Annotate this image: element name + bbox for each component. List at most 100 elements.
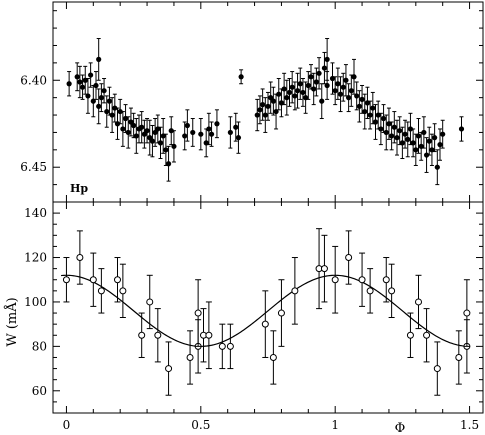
hp-marker bbox=[214, 121, 220, 127]
hp-point bbox=[300, 78, 306, 107]
hp-point bbox=[165, 145, 172, 182]
w-marker bbox=[331, 276, 339, 284]
hp-marker bbox=[389, 133, 395, 139]
hp-point bbox=[171, 130, 177, 163]
w-point bbox=[165, 341, 173, 396]
w-point bbox=[97, 268, 105, 314]
w-marker bbox=[186, 353, 194, 361]
hp-point bbox=[284, 79, 290, 116]
hp-point bbox=[77, 65, 83, 99]
hp-marker bbox=[104, 108, 110, 115]
w-point bbox=[76, 230, 84, 285]
hp-point bbox=[413, 133, 419, 166]
hp-point bbox=[380, 104, 387, 133]
hp-marker bbox=[98, 95, 104, 101]
hp-point bbox=[265, 91, 271, 121]
hp-point bbox=[88, 62, 94, 88]
hp-marker bbox=[340, 84, 346, 90]
hp-point bbox=[139, 111, 145, 144]
w-point bbox=[114, 257, 121, 303]
hp-marker bbox=[311, 86, 317, 92]
w-point bbox=[433, 341, 441, 396]
hp-marker bbox=[423, 152, 430, 158]
hp-marker bbox=[399, 140, 405, 146]
hp-point bbox=[458, 116, 465, 142]
hp-point bbox=[203, 128, 209, 158]
w-marker bbox=[291, 287, 299, 295]
hp-point bbox=[114, 107, 121, 140]
hp-marker bbox=[437, 142, 443, 148]
hp-marker bbox=[362, 108, 368, 115]
w-point bbox=[463, 279, 471, 347]
hp-marker bbox=[370, 105, 376, 111]
hp-point bbox=[120, 111, 126, 147]
hp-point bbox=[270, 86, 276, 116]
w-point bbox=[226, 323, 234, 370]
hp-point bbox=[262, 97, 268, 133]
hp-point bbox=[96, 38, 102, 81]
w-marker bbox=[433, 365, 441, 373]
w-marker bbox=[205, 331, 213, 339]
hp-marker bbox=[440, 131, 446, 137]
hp-marker bbox=[149, 138, 156, 144]
hp-point bbox=[391, 111, 397, 144]
hp-point bbox=[337, 76, 344, 113]
bottom-panel: 0 0.5 1 1.5 60 80 100 120 140 Φ W (mÅ) bbox=[4, 201, 484, 435]
hp-point bbox=[125, 116, 131, 149]
hp-marker bbox=[415, 133, 422, 139]
w-point bbox=[291, 257, 299, 325]
hp-marker bbox=[308, 74, 314, 80]
hp-marker bbox=[405, 136, 411, 142]
w-marker bbox=[114, 276, 121, 284]
hp-point bbox=[233, 112, 239, 142]
hp-point bbox=[375, 100, 381, 130]
x-tick-label: 0.5 bbox=[191, 418, 210, 432]
hp-marker bbox=[297, 81, 303, 87]
hp-point bbox=[383, 114, 389, 151]
x-tick-label: 0 bbox=[63, 418, 71, 432]
hp-marker bbox=[144, 128, 150, 134]
hp-marker bbox=[292, 93, 298, 99]
hp-point bbox=[386, 107, 392, 140]
hp-point bbox=[297, 67, 303, 100]
hp-point bbox=[235, 121, 242, 154]
hp-point bbox=[260, 88, 266, 121]
hp-marker bbox=[332, 88, 338, 94]
w-marker bbox=[277, 309, 285, 317]
top-panel-points bbox=[66, 38, 465, 186]
hp-point bbox=[389, 121, 395, 151]
hp-marker bbox=[262, 112, 268, 118]
hp-point bbox=[286, 78, 293, 107]
w-marker bbox=[320, 265, 328, 273]
hp-marker bbox=[316, 70, 322, 76]
hp-point bbox=[184, 109, 190, 142]
hp-marker bbox=[257, 107, 263, 113]
hp-point bbox=[316, 57, 322, 90]
hp-point bbox=[399, 126, 405, 160]
w-marker bbox=[261, 320, 269, 328]
w-point bbox=[406, 312, 414, 358]
hp-point bbox=[434, 149, 440, 186]
hp-marker bbox=[346, 95, 352, 101]
hp-point bbox=[343, 64, 349, 97]
hp-marker bbox=[394, 135, 400, 141]
w-marker bbox=[415, 298, 422, 306]
hp-point bbox=[378, 112, 384, 146]
hp-marker bbox=[305, 82, 311, 89]
w-point bbox=[320, 234, 328, 303]
top-panel-ticks: 6.40 6.45 bbox=[20, 2, 483, 202]
hp-point bbox=[354, 81, 360, 111]
hp-marker bbox=[372, 119, 379, 125]
w-marker bbox=[423, 331, 431, 339]
y-tick-label: 80 bbox=[32, 339, 47, 353]
hp-point bbox=[321, 51, 328, 85]
w-point bbox=[366, 268, 374, 314]
hp-marker bbox=[348, 88, 354, 94]
hp-marker bbox=[276, 91, 282, 97]
hp-point bbox=[257, 95, 263, 125]
hp-marker bbox=[157, 140, 164, 146]
hp-marker bbox=[367, 112, 373, 118]
w-point bbox=[261, 290, 269, 358]
bottom-panel-points bbox=[62, 228, 471, 396]
